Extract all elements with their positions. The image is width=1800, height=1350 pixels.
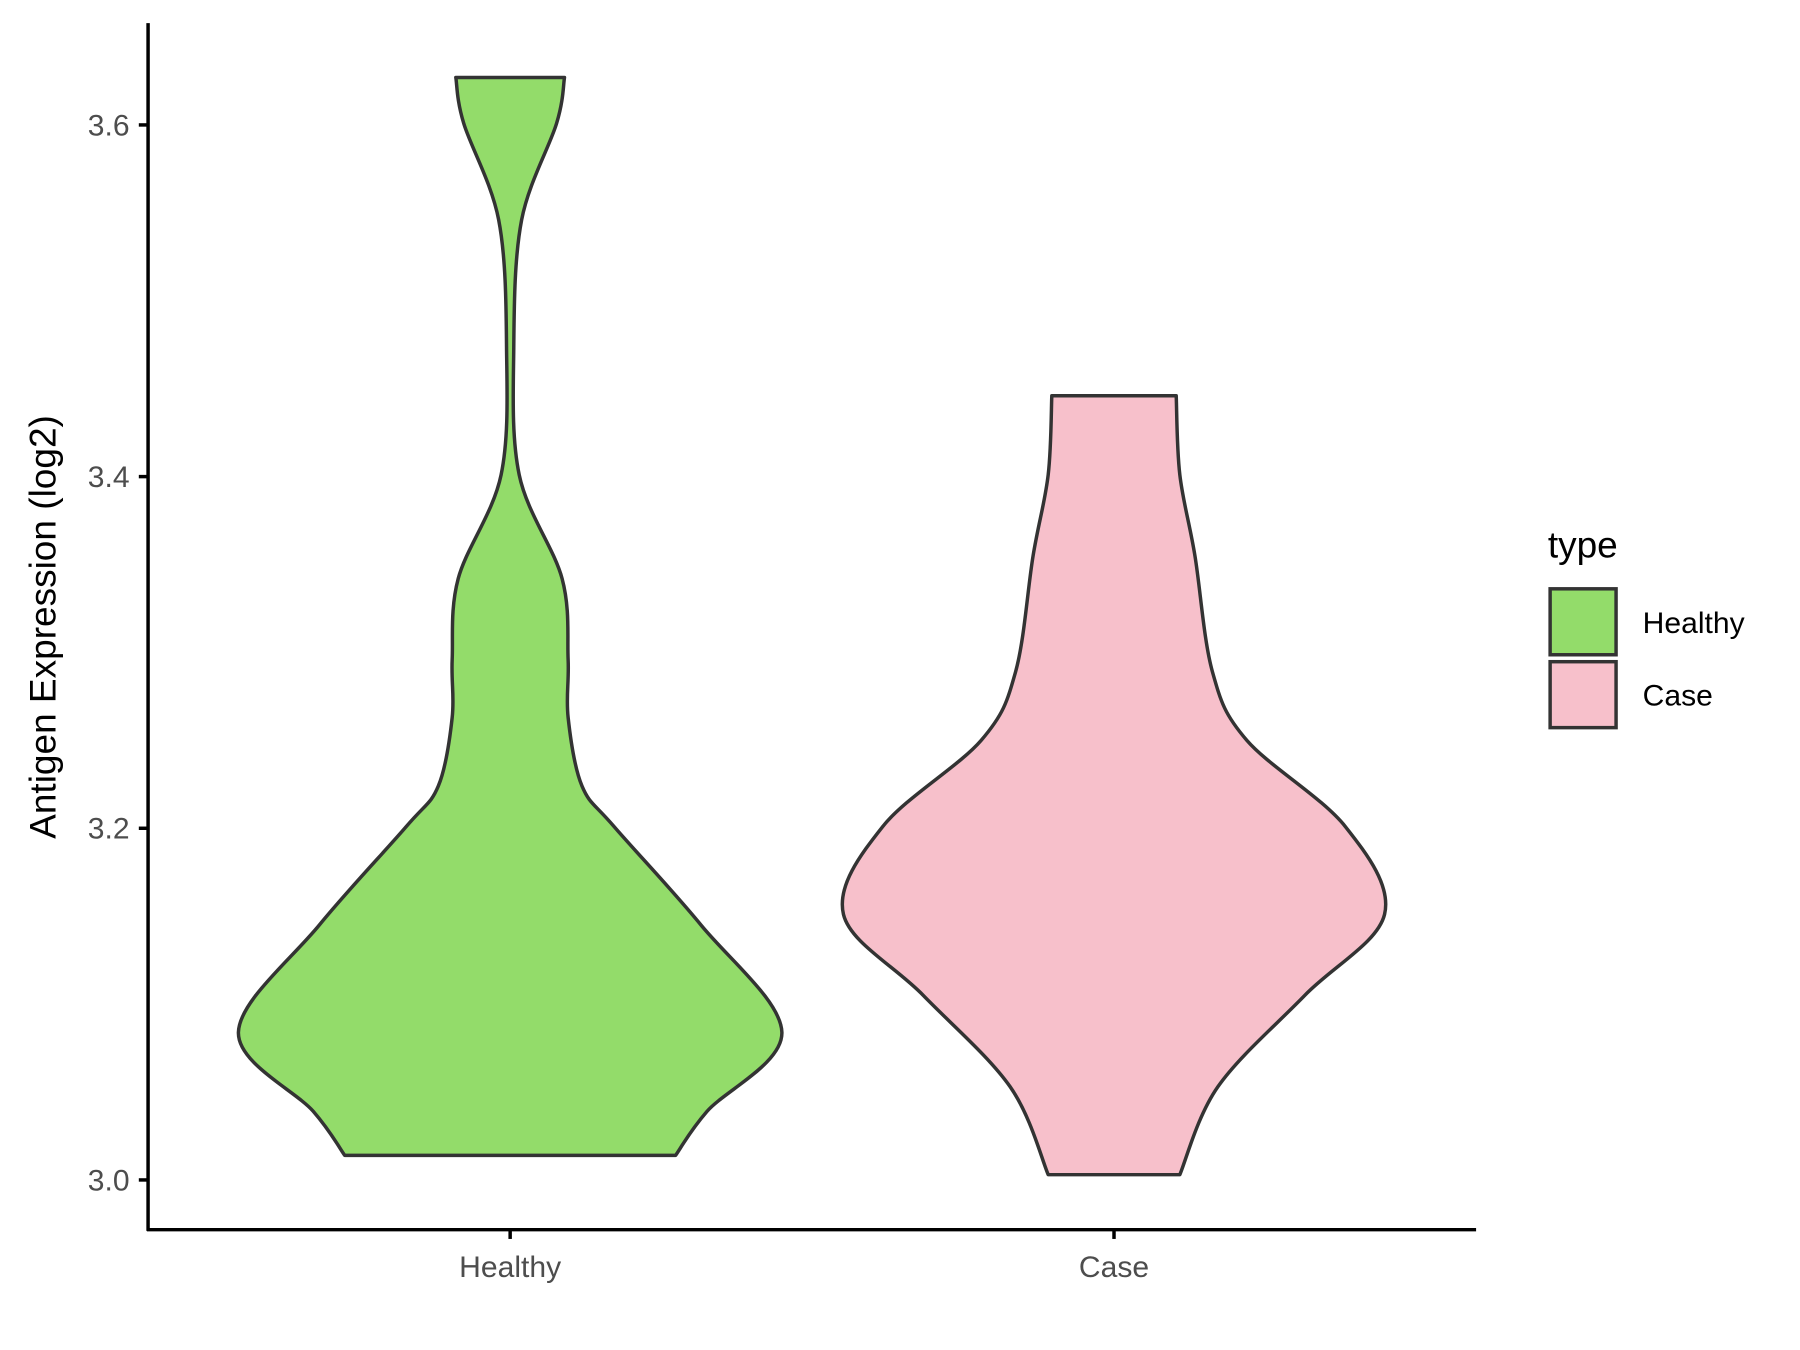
- y-tick-label: 3.6: [88, 109, 130, 142]
- legend-label: Case: [1643, 680, 1713, 713]
- x-ticks: Healthy Case: [459, 1229, 1149, 1284]
- x-tick-label: Case: [1079, 1251, 1149, 1284]
- violin-healthy: [236, 75, 784, 1158]
- legend-key-case: [1548, 659, 1618, 730]
- x-tick-label: Healthy: [459, 1251, 561, 1284]
- y-tick-label: 3.4: [88, 461, 130, 494]
- legend-key-healthy: [1548, 587, 1618, 657]
- y-ticks: 3.0 3.2 3.4 3.6: [88, 109, 149, 1197]
- violins: [236, 75, 1388, 1177]
- legend-label: Healthy: [1643, 607, 1745, 640]
- y-axis-title: Antigen Expression (log2): [22, 415, 64, 839]
- legend: type Healthy Case: [1548, 524, 1745, 730]
- y-tick-label: 3.2: [88, 813, 130, 846]
- violin-case: [840, 393, 1388, 1177]
- y-tick-label: 3.0: [88, 1164, 130, 1197]
- legend-title: type: [1548, 524, 1618, 566]
